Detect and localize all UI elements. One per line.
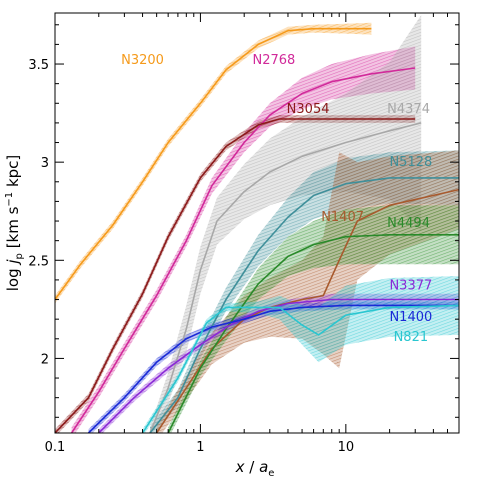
plot-frame [54,12,460,434]
series-labels: N3200 N2768 N3054 N4374 N5128 N1407 N4494 N3377… [121,53,432,345]
line-n3200 [55,27,372,300]
line-n3054 [55,118,416,433]
x-tick-label: 1 [196,440,204,455]
line-n4494 [167,234,459,433]
x-tick-label: 10 [338,440,355,455]
line-n5128 [149,177,459,433]
label-n3200: N3200 [121,53,164,68]
x-axis-title: x / ae [235,458,275,479]
label-n3054: N3054 [287,102,330,117]
y-tick-label: 2.5 [28,254,49,269]
label-n1407: N1407 [321,210,364,225]
y-tick-label: 3.5 [28,58,49,73]
y-axis-title: log jp [km s−1 kpc] [4,155,25,292]
axis-ticks: 0.1 1 10 2 2.5 3 3.5 [28,13,460,455]
y-tick-label: 2 [41,352,49,367]
band-n3377 [98,293,459,433]
band-n821 [142,276,459,433]
label-n821: N821 [394,330,429,345]
line-n4374 [149,122,422,433]
label-n4374: N4374 [387,102,430,117]
band-n4494 [168,205,459,433]
line-n2768 [70,67,416,433]
line-n1400 [87,304,459,433]
line-n1407 [155,188,459,433]
label-n2768: N2768 [252,53,295,68]
x-tick-label: 0.1 [45,440,66,455]
label-n3377: N3377 [389,279,432,294]
line-n821 [141,304,459,433]
series-lines [55,27,459,433]
label-n4494: N4494 [387,216,430,231]
y-tick-label: 3 [41,156,49,171]
label-n5128: N5128 [389,155,432,170]
label-n1400: N1400 [389,310,432,325]
line-n3377 [98,298,459,433]
